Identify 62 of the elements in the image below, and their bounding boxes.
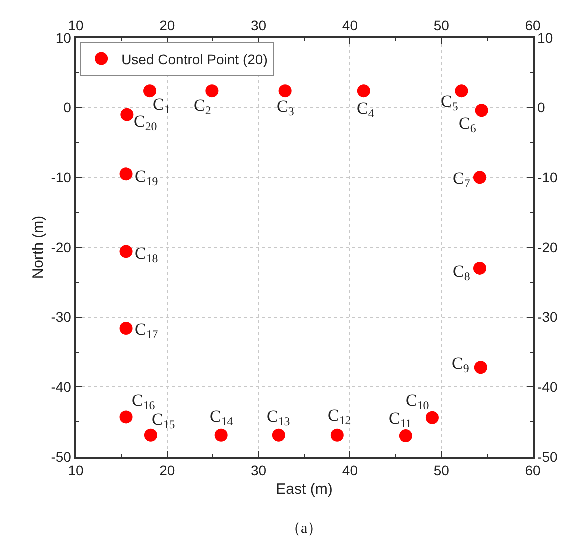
point: [120, 108, 134, 122]
point: [357, 84, 370, 98]
annotation: C$_{7}$: [453, 169, 470, 191]
point: [120, 410, 133, 424]
y-axis-title: North (m): [30, 216, 47, 280]
annotation: C$_{3}$: [277, 97, 294, 119]
x-tick-label: 40: [342, 18, 358, 34]
annotation: C$_{4}$: [357, 99, 374, 121]
x2-tick-label: 50: [434, 462, 450, 479]
annotation: C$_{19}$: [135, 167, 158, 189]
y2-tick-label: -10: [538, 170, 558, 186]
point: [120, 322, 133, 336]
x-axis-title: East (m): [276, 481, 333, 498]
point: [206, 84, 219, 98]
annotation: C$_{14}$: [210, 407, 234, 429]
point: [455, 84, 468, 98]
point: [330, 428, 344, 442]
point: [144, 428, 158, 442]
y-tick-label: -40: [51, 379, 72, 396]
y-tick-label: 0: [64, 100, 72, 116]
annotation: C$_{13}$: [267, 407, 290, 429]
y-tick-label: -50: [51, 448, 72, 465]
point: [474, 361, 488, 374]
y-tick-label: -10: [51, 170, 72, 186]
annotation: C$_{2}$: [194, 96, 212, 118]
point: [144, 84, 157, 98]
annotation: C$_{12}$: [328, 406, 352, 428]
point: [120, 245, 133, 258]
x2-tick-label: 10: [68, 462, 84, 479]
y2-tick-label: -20: [538, 239, 558, 256]
point: [475, 104, 488, 118]
point: [399, 430, 412, 443]
x2-tick-label: 30: [251, 462, 267, 479]
annotation: C$_{6}$: [459, 114, 476, 136]
y2-tick-label: 0: [538, 100, 546, 116]
x2-tick-label: 20: [160, 462, 176, 479]
y-tick-label: -30: [51, 309, 72, 326]
point: [214, 428, 228, 442]
x-tick-label: 50: [434, 18, 450, 34]
y2-tick-label: -40: [538, 379, 558, 396]
annotation: C$_{15}$: [152, 410, 176, 432]
y-tick-label: -20: [51, 239, 72, 256]
point: [473, 171, 486, 184]
point: [426, 411, 439, 424]
x2-tick-label: 60: [525, 462, 541, 479]
point: [278, 84, 292, 98]
x-tick-label: 20: [160, 18, 176, 34]
x2-tick-label: 40: [342, 462, 358, 479]
annotation: C$_{9}$: [452, 354, 470, 376]
y2-tick-label: -30: [538, 309, 558, 326]
x-tick-label: 30: [251, 18, 267, 34]
annotation: C$_{18}$: [135, 244, 158, 266]
text: （a）: [286, 521, 323, 537]
point: [473, 262, 486, 275]
legend-label: Used Control Point (20): [122, 51, 268, 68]
annotation: C$_{16}$: [132, 391, 156, 413]
annotation: C$_{8}$: [453, 262, 470, 284]
annotation: C$_{5}$: [441, 92, 458, 114]
point: [272, 428, 286, 442]
point: [120, 168, 133, 181]
annotation: C$_{17}$: [135, 320, 158, 342]
y2-tick-label: -50: [538, 448, 558, 465]
